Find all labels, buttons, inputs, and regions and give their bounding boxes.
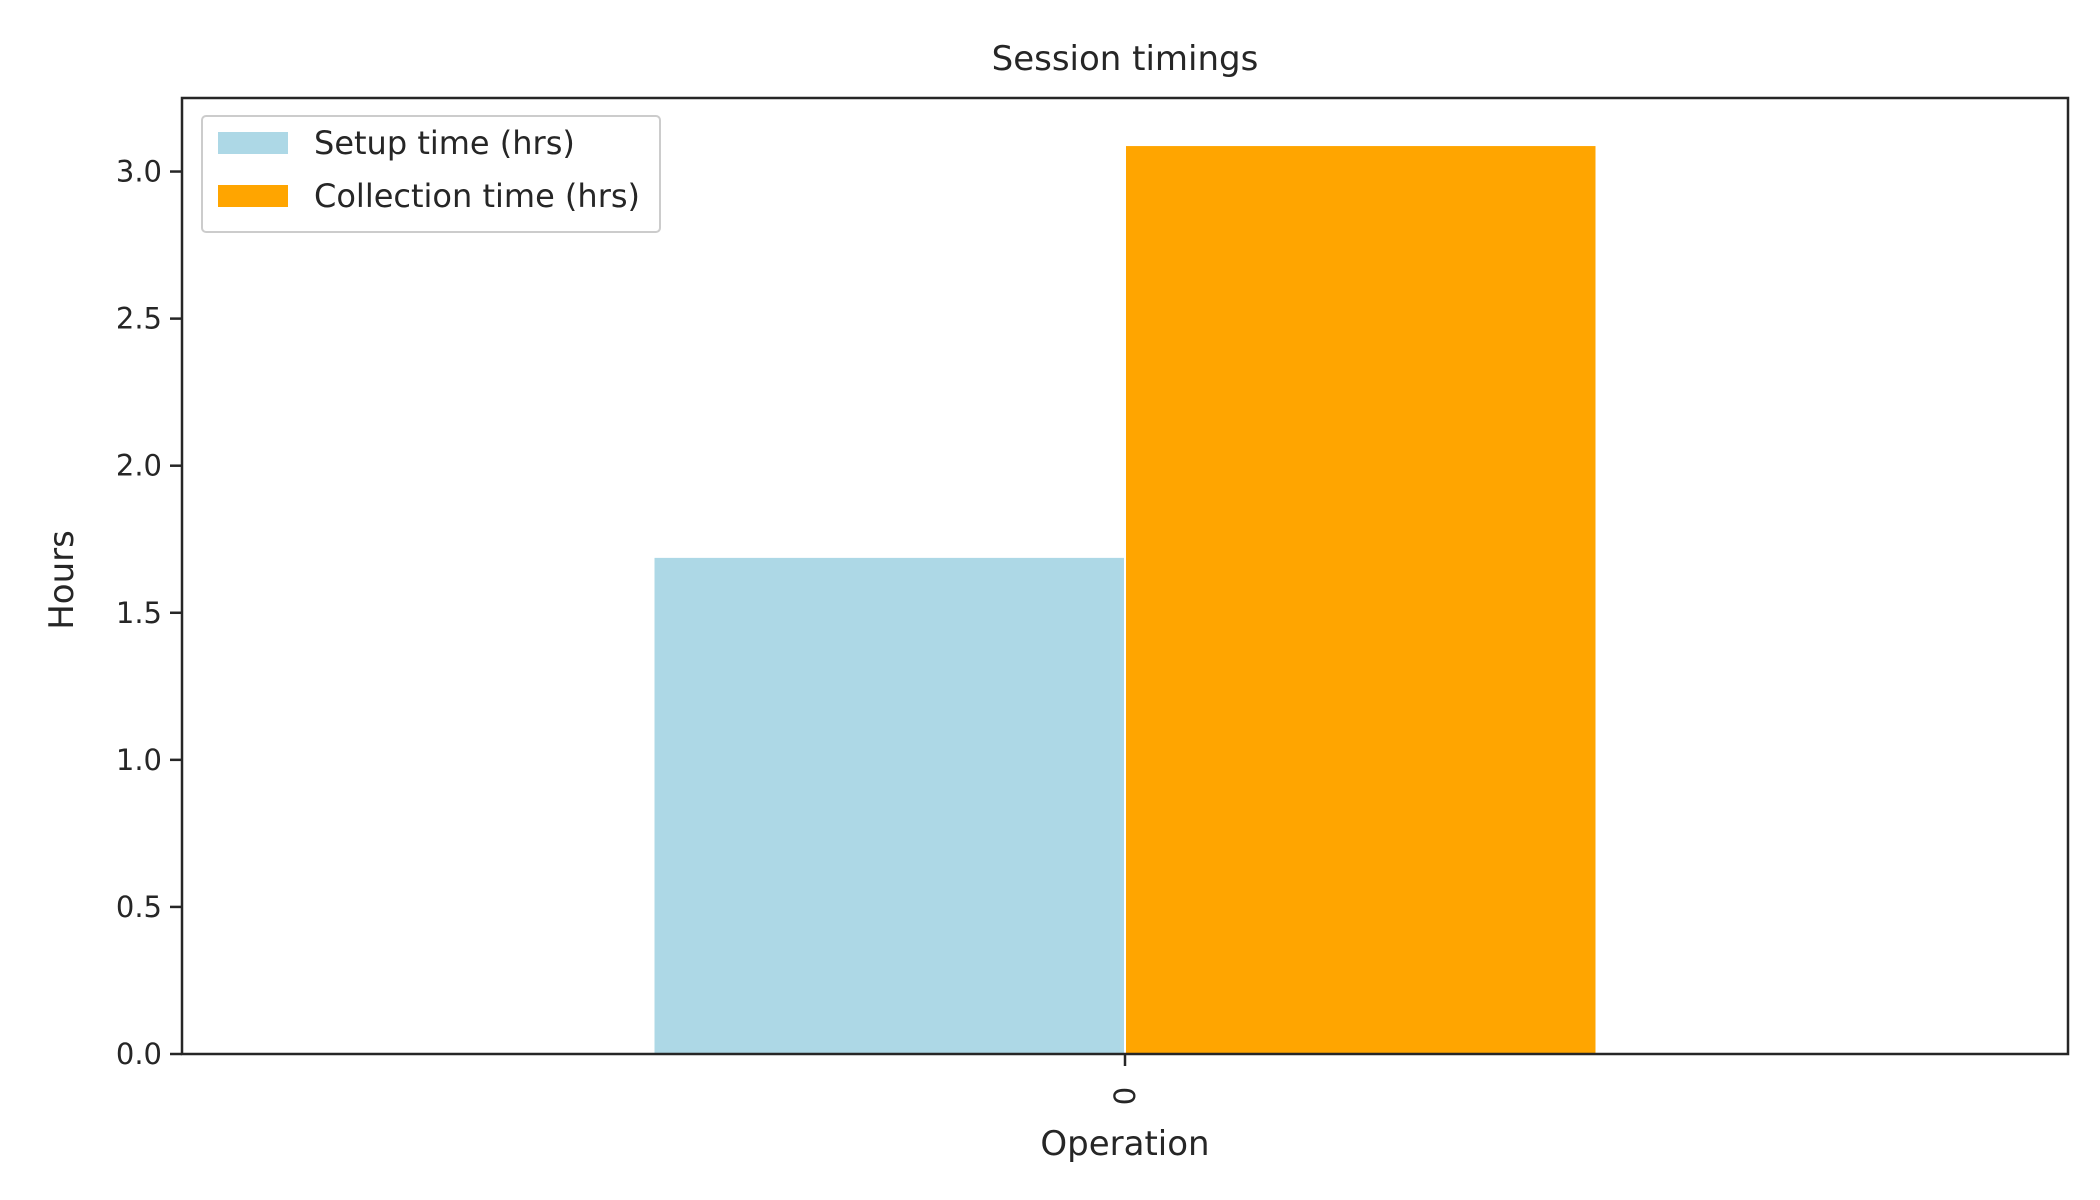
bar-0-0 [652, 555, 1126, 1055]
y-tick-label: 0.0 [116, 1037, 162, 1071]
x-tick-label: 0 [1108, 1087, 1142, 1105]
legend-box [201, 115, 661, 233]
x-axis-ticks: 0 [1108, 1054, 1142, 1105]
legend-label-1: Collection time (hrs) [314, 177, 640, 215]
bar-1-0 [1124, 144, 1598, 1055]
y-tick-label: 2.0 [116, 449, 162, 483]
y-tick-label: 1.5 [116, 596, 162, 630]
legend-label-0: Setup time (hrs) [314, 124, 575, 162]
y-tick-label: 0.5 [116, 890, 162, 924]
y-tick-label: 1.0 [116, 743, 162, 777]
y-tick-label: 2.5 [116, 302, 162, 336]
plot-frame [180, 96, 2070, 1056]
chart-title: Session timings [992, 39, 1259, 79]
legend-swatch-0 [218, 132, 288, 154]
bars-group [652, 144, 1598, 1055]
y-axis-ticks: 0.0 0.5 1.0 1.5 2.0 2.5 3.0 [116, 155, 182, 1071]
y-tick-label: 3.0 [116, 155, 162, 189]
legend-swatch-1 [218, 185, 288, 207]
x-axis-label: Operation [1040, 1124, 1209, 1164]
legend: Setup time (hrs) Collection time (hrs) [201, 115, 661, 233]
y-axis-label: Hours [42, 530, 82, 630]
